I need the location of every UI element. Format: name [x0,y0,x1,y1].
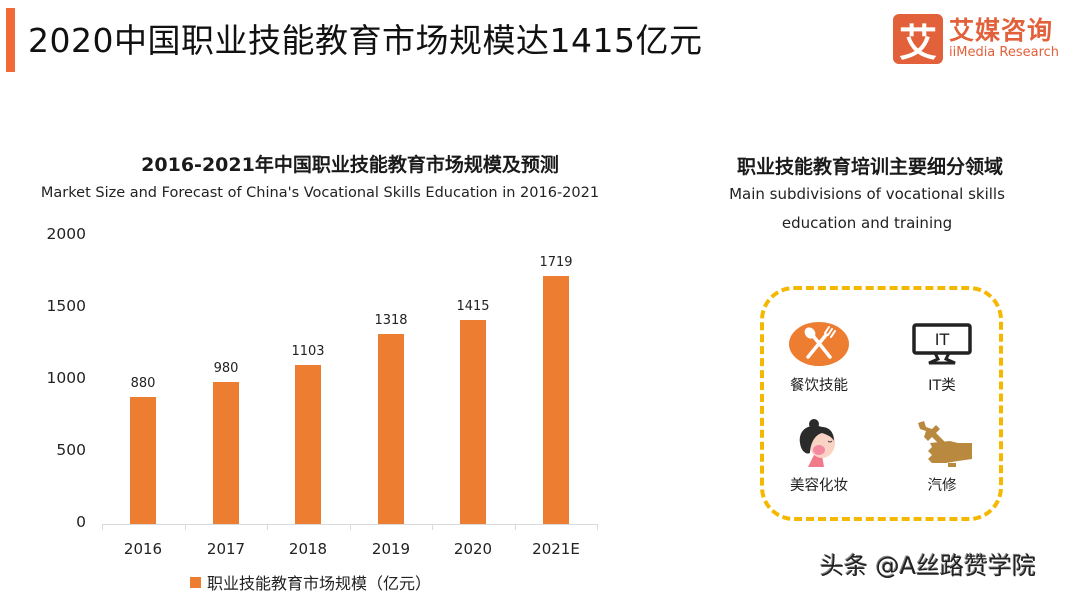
category-label: 餐饮技能 [790,378,848,394]
bar-value-label: 980 [213,361,239,376]
bar-value-label: 1103 [291,344,325,359]
category-catering: 餐饮技能 [764,320,874,395]
legend-label: 职业技能教育市场规模（亿元） [207,574,432,593]
category-it: IT IT类 [887,320,997,395]
title-accent-bar [6,8,15,72]
logo-name-cn: 艾媒咨询 [949,16,1054,45]
chart-subtitle: Market Size and Forecast of China's Voca… [40,185,600,201]
panel-subtitle-line1: Main subdivisions of vocational skills [729,185,1005,203]
watermark: 头条 @A丝路赞学院 [820,552,1037,580]
logo-name-en: iiMedia Research [949,45,1060,60]
panel-subtitle-line2: education and training [781,214,953,232]
bar-2017 [213,382,239,524]
bar-2020 [460,320,486,524]
bar-2016 [130,397,156,524]
x-tickmark [267,524,268,530]
category-label: IT类 [928,378,956,394]
x-axis-line [102,524,597,525]
y-tick: 1000 [46,369,86,387]
category-label: 汽修 [927,478,957,494]
legend-swatch [190,576,201,588]
x-tickmark [432,524,433,530]
catering-icon [787,320,851,368]
y-tick: 1500 [46,297,86,315]
svg-text:IT: IT [935,330,950,349]
bar-value-label: 880 [130,376,156,391]
x-tick-label: 2018 [288,540,328,558]
bar-value-label: 1318 [374,313,408,328]
x-tick-label: 2019 [371,540,411,558]
x-tickmark [102,524,103,530]
category-auto-repair: 汽修 [887,420,997,495]
auto-repair-icon [910,420,974,468]
bar-2019 [378,334,404,524]
category-label: 美容化妆 [790,478,848,494]
panel-title: 职业技能教育培训主要细分领域 [736,156,1003,178]
x-tickmark [185,524,186,530]
x-tickmark [515,524,516,530]
x-tickmark [350,524,351,530]
category-beauty: 美容化妆 [764,419,874,495]
bar-2021E [543,276,569,524]
subdivisions-box [760,286,1003,521]
y-tick: 0 [76,513,86,531]
x-tickmark [597,524,598,530]
x-tick-label: 2020 [453,540,493,558]
beauty-icon [787,419,851,468]
y-tick: 2000 [46,225,86,243]
bar-2018 [295,365,321,524]
logo-badge-icon: 艾 [893,14,943,65]
x-tick-label: 2016 [123,540,163,558]
x-tick-label: 2017 [206,540,246,558]
x-tick-label: 2021E [532,540,580,558]
bar-value-label: 1719 [539,255,573,270]
chart-title: 2016-2021年中国职业技能教育市场规模及预测 [141,154,559,176]
bar-value-label: 1415 [456,299,490,314]
page-title: 2020中国职业技能教育市场规模达1415亿元 [28,21,703,60]
y-tick: 500 [56,441,86,459]
iimedia-logo: 艾 艾媒咨询 iiMedia Research [893,12,1059,66]
it-monitor-icon: IT [910,320,974,368]
chart-legend: 职业技能教育市场规模（亿元） [190,570,431,594]
